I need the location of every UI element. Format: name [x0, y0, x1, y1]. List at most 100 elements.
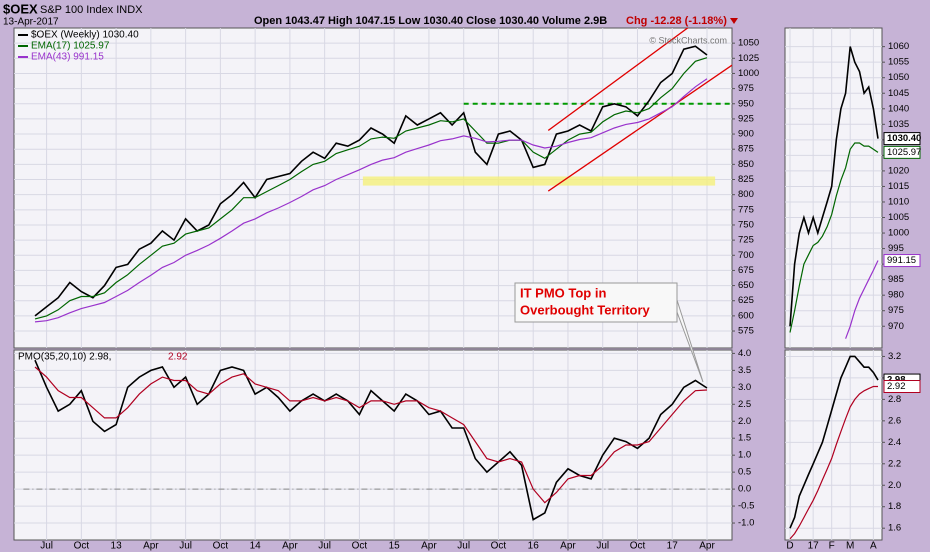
- y-tick-label: 950: [738, 98, 754, 109]
- last-value-tag: [883, 254, 921, 268]
- y-tick-label: 1.0: [738, 450, 751, 461]
- y-tick-label: 2.2: [888, 458, 901, 469]
- pmo-panel: [13, 349, 733, 541]
- y-tick-label: 900: [738, 129, 754, 140]
- daily-price-panel: [784, 27, 883, 349]
- y-tick-label: 2.5: [738, 399, 751, 410]
- x-tick-label: F: [829, 541, 835, 552]
- y-tick-label: 975: [738, 83, 754, 94]
- y-tick-label: 4.0: [738, 348, 751, 359]
- last-value-label: 991.15: [887, 255, 916, 266]
- legend-label: 2.92: [168, 352, 188, 363]
- support-band: [362, 176, 716, 186]
- x-tick-label: 17: [808, 541, 820, 552]
- y-tick-label: 925: [738, 113, 754, 124]
- y-tick-label: 2.6: [888, 415, 901, 426]
- series-line: [845, 260, 879, 339]
- y-tick-label: 3.2: [888, 351, 901, 362]
- x-tick-label: Apr: [282, 541, 298, 552]
- annotation: IT PMO Top in: [520, 285, 606, 300]
- y-tick-label: 800: [738, 189, 754, 200]
- date: 13-Apr-2017: [3, 17, 59, 28]
- legend-label: PMO(35,20,10) 2.98,: [18, 352, 111, 363]
- x-tick-label: Oct: [630, 541, 646, 552]
- y-tick-label: 1060: [888, 41, 909, 52]
- y-tick-label: 775: [738, 204, 754, 215]
- y-tick-label: 1015: [888, 181, 909, 192]
- x-tick-label: Oct: [74, 541, 90, 552]
- y-tick-label: 0.0: [738, 484, 751, 495]
- y-tick-label: 1020: [888, 165, 909, 176]
- y-tick-label: 1010: [888, 196, 909, 207]
- x-tick-label: Apr: [699, 541, 715, 552]
- last-value-tag: [883, 145, 921, 159]
- y-tick-label: 650: [738, 280, 754, 291]
- y-tick-label: 970: [888, 321, 904, 332]
- y-tick-label: 2.0: [738, 416, 751, 427]
- series-line: [34, 78, 708, 323]
- down-arrow: [730, 18, 738, 24]
- series-line: [34, 359, 708, 521]
- x-tick-label: 16: [528, 541, 540, 552]
- x-tick-label: M: [846, 541, 854, 552]
- y-tick-label: 1050: [738, 38, 759, 49]
- plot-area: [785, 28, 882, 348]
- x-tick-label: Oct: [352, 541, 368, 552]
- x-tick-label: D: [786, 541, 793, 552]
- series-line: [789, 355, 879, 529]
- y-tick-label: 1000: [888, 228, 909, 239]
- y-tick-label: 1.5: [738, 433, 751, 444]
- trend-line: [547, 28, 689, 131]
- legend-label: EMA(43) 991.15: [31, 52, 104, 63]
- y-tick-label: 625: [738, 295, 754, 306]
- credit: © StockCharts.com: [649, 35, 727, 45]
- y-tick-label: 3.0: [738, 382, 751, 393]
- y-tick-label: 1040: [888, 103, 909, 114]
- legend-label: $OEX (Weekly) 1030.40: [31, 30, 139, 41]
- x-tick-label: Apr: [560, 541, 576, 552]
- x-tick-label: Oct: [213, 541, 229, 552]
- quote: Open 1043.47 High 1047.15 Low 1030.40 Cl…: [254, 15, 607, 27]
- y-tick-label: 850: [738, 159, 754, 170]
- series-line: [789, 385, 878, 540]
- symbol: $OEX: [3, 1, 38, 16]
- series-line: [34, 45, 708, 317]
- x-tick-label: Jul: [179, 541, 192, 552]
- y-tick-label: 1.6: [888, 523, 901, 534]
- x-tick-label: Jul: [40, 541, 53, 552]
- y-tick-label: 2.4: [888, 437, 901, 448]
- y-tick-label: 2.0: [888, 480, 901, 491]
- x-tick-label: Jul: [318, 541, 331, 552]
- y-tick-label: 1045: [888, 88, 909, 99]
- legend-label: EMA(17) 1025.97: [31, 41, 110, 52]
- x-tick-label: Apr: [143, 541, 159, 552]
- series-line: [789, 142, 879, 333]
- y-tick-label: 1005: [888, 212, 909, 223]
- y-tick-label: 825: [738, 174, 754, 185]
- plot-layer: 575 600 625 650 675 700 725 750 775 800 825 850 875 9…: [14, 28, 921, 552]
- y-tick-label: 1000: [738, 68, 759, 79]
- y-tick-label: 750: [738, 219, 754, 230]
- x-tick-label: Jul: [596, 541, 609, 552]
- y-tick-label: 725: [738, 235, 754, 246]
- y-tick-label: 575: [738, 326, 754, 337]
- x-tick-label: 15: [389, 541, 401, 552]
- y-tick-label: -0.5: [738, 501, 754, 512]
- y-tick-label: 1035: [888, 119, 909, 130]
- x-tick-label: Oct: [491, 541, 507, 552]
- last-value-label: 2.92: [887, 381, 906, 392]
- y-tick-label: 700: [738, 250, 754, 261]
- annotation: Overbought Territory: [520, 302, 651, 317]
- x-tick-label: A: [870, 541, 877, 552]
- plot-area: [785, 350, 882, 540]
- y-tick-label: 600: [738, 310, 754, 321]
- x-tick-label: Jul: [457, 541, 470, 552]
- plot-area: [14, 28, 732, 348]
- y-tick-label: 1.8: [888, 501, 901, 512]
- last-value-label: 1030.40: [887, 133, 921, 144]
- last-value-tag: [883, 379, 921, 393]
- y-tick-label: 875: [738, 144, 754, 155]
- trend-line: [547, 64, 732, 192]
- callout-box: [514, 282, 678, 323]
